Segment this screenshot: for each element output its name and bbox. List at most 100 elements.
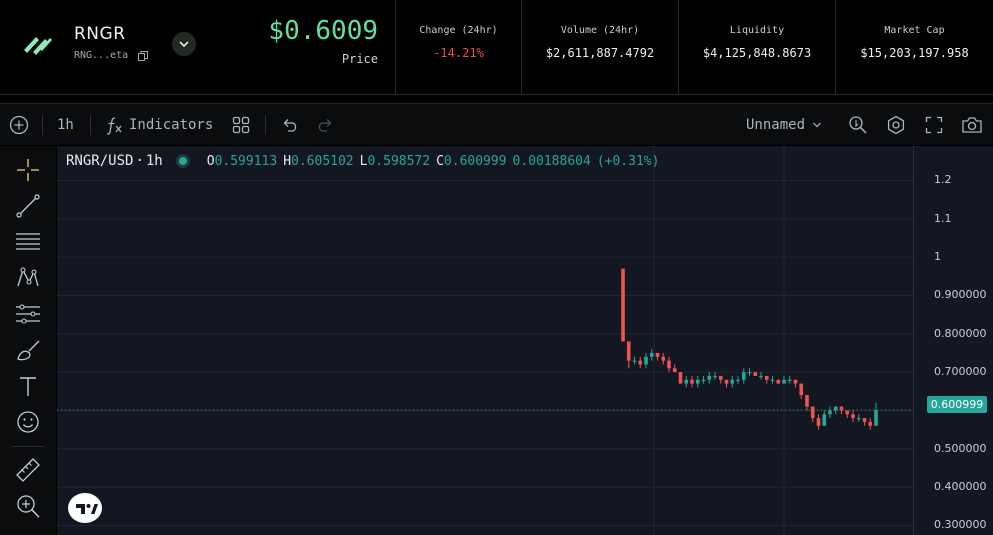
candle-body	[776, 379, 781, 384]
emoji-icon[interactable]	[14, 408, 42, 436]
price-axis[interactable]	[913, 146, 993, 535]
indicators-button[interactable]: Indicators	[104, 104, 213, 146]
candle-body	[626, 341, 631, 361]
token-price: $0.6009	[268, 16, 378, 46]
horizontal-lines-icon[interactable]	[14, 228, 42, 256]
stat-market-cap: Market Cap $15,203,197.958	[835, 0, 993, 94]
candle-body	[707, 375, 712, 380]
ruler-icon[interactable]	[14, 456, 42, 484]
fullscreen-button[interactable]	[925, 104, 943, 146]
candle-body	[810, 406, 815, 419]
token-address: RNG...eta	[74, 50, 129, 61]
legend-interval: 1h	[145, 153, 163, 169]
stat-liquidity-value: $4,125,848.8673	[702, 46, 812, 60]
price-axis-tick-label: 1.1	[934, 211, 952, 225]
stat-volume-value: $2,611,887.4792	[545, 46, 655, 60]
legend-symbol: RNGR/USD	[66, 153, 134, 169]
candle-body	[724, 379, 729, 384]
add-symbol-button[interactable]	[9, 104, 29, 146]
layouts-button[interactable]	[232, 104, 250, 146]
grid-icon	[232, 116, 250, 134]
candle-body	[753, 372, 758, 376]
trend-line-icon[interactable]	[14, 192, 42, 220]
quick-search-button[interactable]	[848, 104, 868, 146]
legend-close-key: C	[436, 153, 444, 169]
pattern-icon[interactable]	[14, 264, 42, 292]
price-axis-tick-label: 1	[934, 250, 941, 264]
price-axis-tick-label: 0.300000	[934, 518, 987, 532]
toolbar-divider	[42, 115, 43, 135]
stat-market-cap-label: Market Cap	[884, 25, 945, 36]
candle-body	[718, 375, 723, 380]
legend-low: 0.598572	[367, 153, 431, 169]
candle-body	[862, 418, 867, 422]
candle-body	[816, 418, 821, 426]
candle-body	[678, 372, 683, 384]
legend-open-key: O	[206, 153, 215, 169]
candle-body	[667, 360, 671, 369]
redo-button[interactable]	[317, 104, 335, 146]
legend-change-pct: (+0.31%)	[596, 153, 660, 169]
last-price-tag: 0.600999	[927, 396, 987, 413]
stat-change-label: Change (24hr)	[419, 25, 498, 36]
candle-body	[649, 352, 654, 357]
token-price-label: Price	[341, 52, 378, 66]
legend-high: 0.605102	[291, 153, 354, 169]
candle-body	[799, 383, 804, 396]
price-axis-tick-label: 0.800000	[934, 326, 987, 340]
stat-change-value: -14.21%	[433, 46, 484, 60]
candlestick-chart[interactable]	[57, 146, 913, 535]
candle-body	[741, 372, 746, 380]
price-axis-tick-label: 0.900000	[934, 288, 987, 302]
chevron-down-icon	[813, 122, 821, 128]
price-axis-tick-label: 0.700000	[934, 365, 987, 379]
settings-button[interactable]	[886, 104, 906, 146]
candle-body	[713, 375, 717, 378]
zoom-in-icon[interactable]	[14, 492, 42, 520]
text-tool-icon[interactable]	[14, 372, 42, 400]
token-dropdown-button[interactable]	[172, 32, 196, 56]
crosshair-icon[interactable]	[14, 156, 42, 184]
interval-button[interactable]: 1h	[57, 117, 74, 133]
legend-low-key: L	[359, 153, 368, 169]
chart-toolbar: 1h Indicators Unnamed	[0, 103, 993, 145]
candle-body	[759, 375, 763, 378]
candle-body	[839, 406, 844, 411]
layout-name-label: Unnamed	[746, 117, 806, 133]
toolbar-divider	[265, 115, 266, 135]
legend-open: 0.599113	[214, 153, 278, 169]
candle-body	[736, 379, 740, 381]
stat-liquidity-label: Liquidity	[729, 25, 785, 36]
ohlc-legend: RNGR/USD · 1h O 0.599113 H 0.605102 L 0.…	[66, 153, 659, 169]
candle-body	[833, 406, 838, 411]
candle-body	[787, 379, 792, 381]
layout-name-dropdown[interactable]: Unnamed	[746, 104, 822, 146]
undo-button[interactable]	[280, 104, 298, 146]
candle-body	[730, 379, 735, 384]
copy-icon[interactable]	[138, 51, 148, 61]
price-axis-tick-label: 1.2	[934, 173, 952, 187]
plus-circle-icon	[9, 115, 29, 135]
price-axis-tick-label: 0.500000	[934, 441, 987, 455]
candle-body	[828, 410, 832, 415]
tools-divider	[12, 446, 44, 447]
rangers-logo-icon	[24, 37, 52, 55]
tradingview-logo-icon[interactable]	[68, 493, 102, 523]
candle-body	[684, 379, 689, 384]
brush-icon[interactable]	[14, 336, 42, 364]
legend-separator: ·	[135, 153, 144, 169]
drawing-toolbar	[0, 146, 56, 535]
candle-body	[805, 395, 809, 407]
stat-volume: Volume (24hr) $2,611,887.4792	[521, 0, 678, 94]
fullscreen-icon	[925, 116, 943, 134]
legend-close: 0.600999	[443, 153, 507, 169]
zoom-cursor-icon	[849, 116, 867, 134]
candle-body	[644, 356, 648, 365]
price-chart[interactable]	[57, 146, 913, 535]
screenshot-button[interactable]	[961, 104, 983, 146]
candle-body	[845, 410, 850, 415]
price-axis-tick-label: 0.400000	[934, 480, 987, 494]
candle-body	[793, 379, 798, 384]
position-tool-icon[interactable]	[14, 300, 42, 328]
candle-body	[690, 379, 694, 384]
